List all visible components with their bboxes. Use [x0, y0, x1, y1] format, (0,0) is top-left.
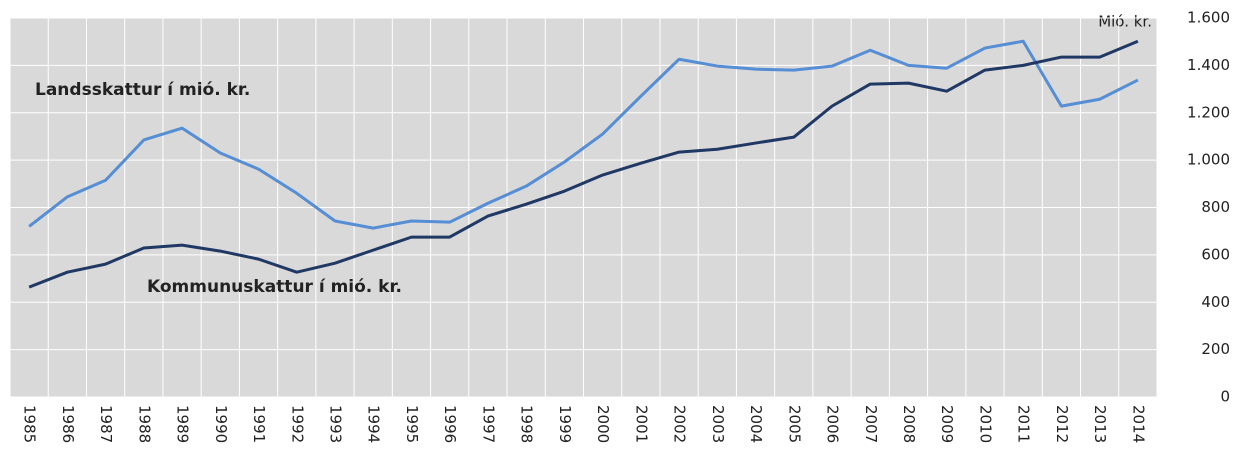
- x-tick-label: 1997: [479, 405, 497, 443]
- x-tick-label: 2006: [824, 405, 842, 443]
- x-tick-label: 2008: [900, 405, 918, 443]
- x-tick-label: 2005: [785, 405, 803, 443]
- x-tick-label: 1998: [518, 405, 536, 443]
- x-tick-label: 1991: [250, 405, 268, 443]
- x-tick-label: 1986: [59, 405, 77, 443]
- x-tick-label: 2010: [976, 405, 994, 443]
- x-tick-label: 2000: [594, 405, 612, 443]
- x-tick-label: 1988: [135, 405, 153, 443]
- x-tick-label: 2011: [1015, 405, 1033, 443]
- x-tick-label: 2012: [1053, 405, 1071, 443]
- y-tick-label: 600: [1201, 245, 1230, 263]
- x-tick-label: 1992: [288, 405, 306, 443]
- x-tick-label: 2002: [671, 405, 689, 443]
- x-tick-label: 2001: [632, 405, 650, 443]
- x-tick-label: 2009: [938, 405, 956, 443]
- x-tick-label: 1985: [21, 405, 39, 443]
- series-label: Kommunuskattur í mió. kr.: [147, 277, 402, 297]
- series-label: Landsskattur í mió. kr.: [35, 80, 250, 100]
- y-tick-label: 1.600: [1187, 9, 1230, 27]
- y-tick-label: 0: [1220, 388, 1230, 406]
- series-line: [28, 39, 1139, 230]
- x-tick-label: 2007: [862, 405, 880, 443]
- x-tick-label: 1999: [556, 405, 574, 443]
- x-tick-label: 1989: [174, 405, 192, 443]
- x-tick-label: 1995: [403, 405, 421, 443]
- x-tick-label: 2014: [1129, 405, 1147, 443]
- x-tick-label: 2003: [709, 405, 727, 443]
- x-tick-label: 1993: [326, 405, 344, 443]
- y-axis-label: Mió. kr.: [1098, 13, 1152, 31]
- y-tick-label: 200: [1201, 340, 1230, 358]
- x-tick-label: 1996: [441, 405, 459, 443]
- x-tick-label: 1987: [97, 405, 115, 443]
- y-tick-label: 1.000: [1187, 151, 1230, 169]
- x-tick-label: 1990: [212, 405, 230, 443]
- y-tick-label: 800: [1201, 198, 1230, 216]
- x-tick-label: 1994: [365, 405, 383, 443]
- x-tick-label: 2013: [1091, 405, 1109, 443]
- y-tick-label: 1.200: [1187, 103, 1230, 121]
- x-tick-label: 2004: [747, 405, 765, 443]
- series-line: [28, 39, 1139, 289]
- y-tick-label: 1.400: [1187, 56, 1230, 74]
- y-tick-label: 400: [1201, 293, 1230, 311]
